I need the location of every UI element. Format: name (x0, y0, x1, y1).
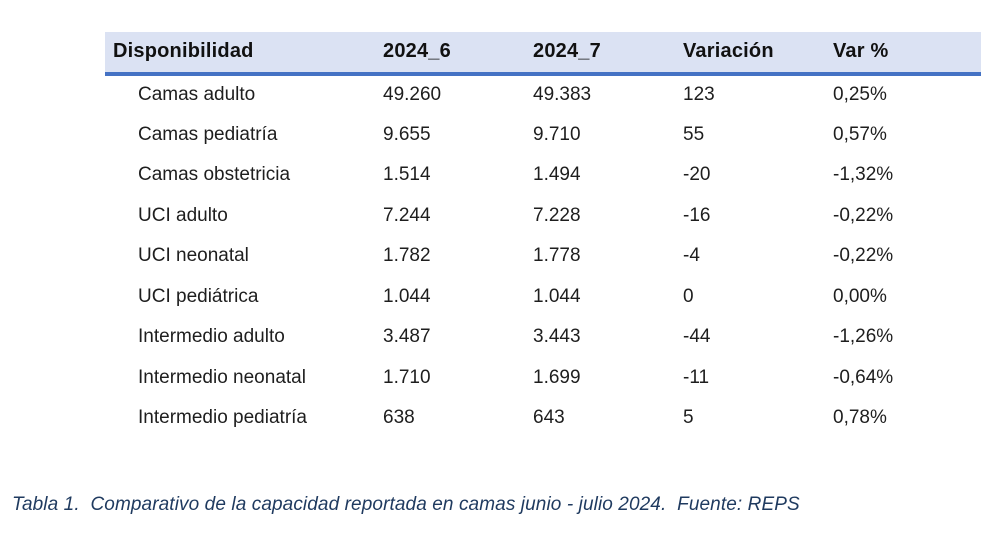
table-row: Camas obstetricia 1.514 1.494 -20 -1,32% (105, 155, 981, 196)
column-header-2024-6: 2024_6 (375, 32, 525, 76)
cell-2024-7: 9.710 (533, 123, 581, 145)
table-row: UCI adulto 7.244 7.228 -16 -0,22% (105, 196, 981, 237)
cell-variacion: -16 (683, 204, 711, 226)
cell-var-pct: -0,64% (833, 366, 894, 388)
cell-2024-6: 638 (383, 407, 415, 429)
cell-2024-6: 7.244 (383, 204, 431, 226)
cell-2024-7: 7.228 (533, 204, 581, 226)
cell-variacion: -11 (683, 366, 710, 388)
cell-var-pct: -1,26% (833, 326, 894, 348)
cell-2024-6: 9.655 (383, 123, 431, 145)
cell-variacion: -4 (683, 245, 700, 267)
table-row: Intermedio pediatría 638 643 5 0,78% (105, 398, 981, 439)
row-label: Camas adulto (138, 84, 256, 106)
row-label: UCI pediátrica (138, 285, 259, 307)
cell-2024-6: 1.514 (383, 164, 431, 186)
cell-var-pct: 0,78% (833, 407, 887, 429)
row-label: UCI neonatal (138, 245, 249, 267)
cell-2024-7: 1.044 (533, 285, 581, 307)
capacity-comparison-table: Disponibilidad 2024_6 2024_7 Variación V… (105, 32, 981, 439)
cell-2024-7: 3.443 (533, 326, 581, 348)
cell-2024-6: 1.710 (383, 366, 431, 388)
cell-variacion: 123 (683, 84, 715, 106)
table-row: Intermedio neonatal 1.710 1.699 -11 -0,6… (105, 358, 981, 399)
cell-variacion: 0 (683, 285, 694, 307)
cell-variacion: 5 (683, 407, 694, 429)
cell-variacion: -20 (683, 164, 711, 186)
cell-2024-6: 1.782 (383, 245, 431, 267)
table-row: UCI pediátrica 1.044 1.044 0 0,00% (105, 277, 981, 318)
cell-2024-6: 1.044 (383, 285, 431, 307)
cell-2024-7: 1.778 (533, 245, 581, 267)
cell-var-pct: 0,57% (833, 123, 887, 145)
cell-2024-6: 3.487 (383, 326, 431, 348)
header-row: Disponibilidad 2024_6 2024_7 Variación V… (105, 32, 981, 76)
column-header-disponibilidad: Disponibilidad (105, 32, 375, 76)
row-label: Intermedio neonatal (138, 366, 306, 388)
row-label: Intermedio pediatría (138, 407, 307, 429)
table-row: Intermedio adulto 3.487 3.443 -44 -1,26% (105, 317, 981, 358)
cell-2024-7: 643 (533, 407, 565, 429)
row-label: Intermedio adulto (138, 326, 285, 348)
table-row: Camas pediatría 9.655 9.710 55 0,57% (105, 115, 981, 156)
cell-variacion: -44 (683, 326, 711, 348)
cell-2024-7: 1.699 (533, 366, 581, 388)
table-caption: Tabla 1. Comparativo de la capacidad rep… (12, 494, 800, 515)
column-header-variacion: Variación (675, 32, 825, 76)
row-label: UCI adulto (138, 204, 228, 226)
cell-var-pct: -0,22% (833, 245, 894, 267)
cell-2024-7: 1.494 (533, 164, 581, 186)
cell-var-pct: 0,00% (833, 285, 887, 307)
cell-2024-7: 49.383 (533, 84, 592, 106)
cell-var-pct: -0,22% (833, 204, 894, 226)
row-label: Camas pediatría (138, 123, 278, 145)
cell-var-pct: 0,25% (833, 84, 887, 106)
cell-2024-6: 49.260 (383, 84, 442, 106)
column-header-2024-7: 2024_7 (525, 32, 675, 76)
table-row: Camas adulto 49.260 49.383 123 0,25% (105, 74, 981, 115)
cell-var-pct: -1,32% (833, 164, 894, 186)
column-header-var-pct: Var % (825, 32, 981, 76)
table-row: UCI neonatal 1.782 1.778 -4 -0,22% (105, 236, 981, 277)
row-label: Camas obstetricia (138, 164, 291, 186)
table-body: Camas adulto 49.260 49.383 123 0,25% Cam… (105, 74, 981, 439)
cell-variacion: 55 (683, 123, 705, 145)
